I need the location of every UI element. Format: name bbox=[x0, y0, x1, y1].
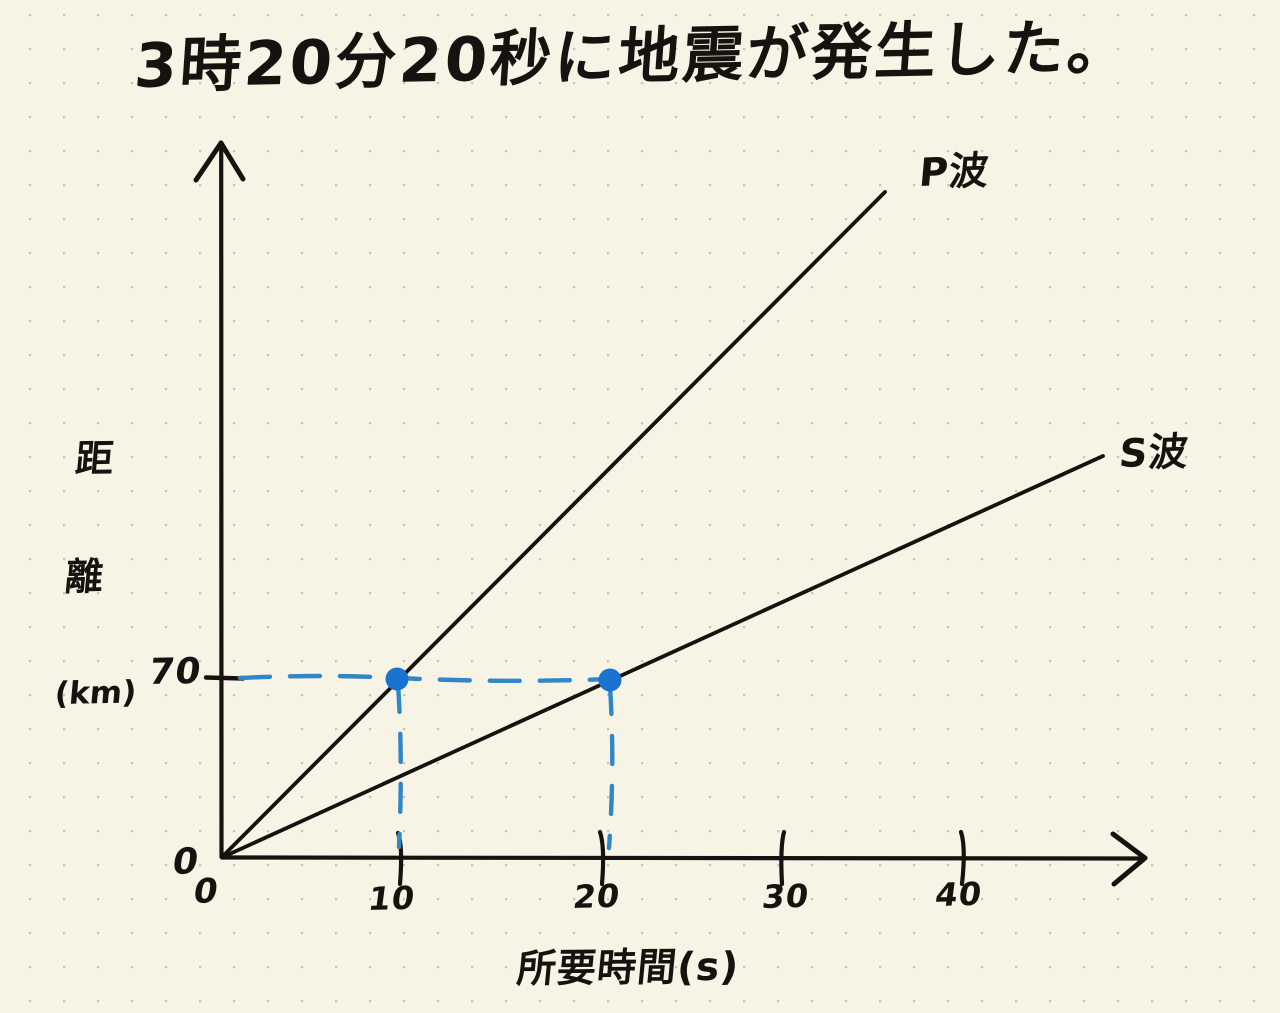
s-wave-label: S波 bbox=[1117, 429, 1191, 477]
x-axis-tick-label-10: 10 bbox=[365, 878, 418, 918]
y-axis-tick-label-70: 70 bbox=[146, 651, 205, 693]
s-wave-arrival-point bbox=[598, 668, 622, 692]
dashed-guide-horizontal-70km bbox=[237, 673, 615, 683]
dashed-guide-vertical-10s bbox=[395, 681, 403, 850]
p-wave-label: P波 bbox=[917, 148, 992, 196]
x-axis-tick-label-20: 20 bbox=[570, 876, 623, 916]
y-axis-unit: (km) bbox=[53, 674, 138, 713]
x-axis-tick-label-40: 40 bbox=[932, 874, 985, 914]
y-axis bbox=[193, 140, 246, 860]
dashed-guide-vertical-20s bbox=[606, 683, 615, 851]
s-wave-line bbox=[221, 454, 1105, 859]
x-axis-title: 所要時間(s) bbox=[514, 944, 742, 992]
x-axis bbox=[219, 831, 1148, 887]
x-axis-tick-label-30: 30 bbox=[759, 876, 812, 916]
y-axis-title-char-2: 離 bbox=[63, 553, 107, 599]
p-wave-arrival-point bbox=[385, 667, 409, 691]
x-axis-ticks bbox=[395, 829, 966, 887]
y-axis-tick-70 bbox=[203, 675, 246, 681]
y-axis-title-char-1: 距 bbox=[73, 436, 117, 482]
p-wave-line bbox=[221, 190, 887, 858]
